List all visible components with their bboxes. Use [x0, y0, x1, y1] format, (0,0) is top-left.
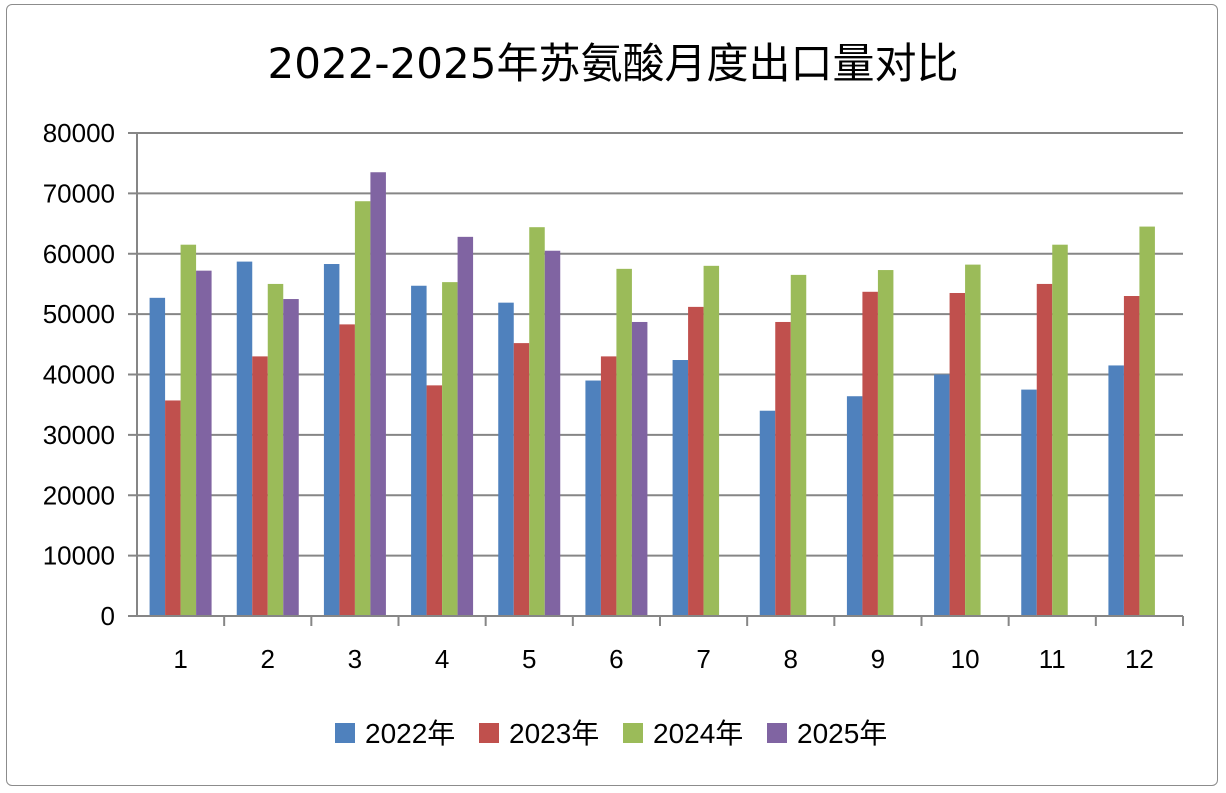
bar [457, 236, 474, 616]
bar [165, 400, 181, 616]
y-tick-label: 70000 [43, 178, 115, 208]
bar [759, 410, 776, 616]
bar [965, 264, 981, 616]
gridlines [137, 132, 1183, 557]
bar [1052, 244, 1068, 616]
chart-title: 2022-2025年苏氨酸月度出口量对比 [267, 39, 959, 88]
legend: 2022年 2023年 2024年 2025年 [335, 718, 887, 749]
y-tick-label: 30000 [43, 420, 115, 450]
legend-swatch [335, 723, 355, 743]
bar [862, 291, 878, 616]
bar [252, 356, 268, 616]
bar [149, 297, 166, 616]
bar [196, 270, 212, 616]
bar [529, 227, 545, 616]
bar [513, 343, 530, 616]
bar [180, 244, 197, 616]
x-tick-label: 10 [951, 644, 980, 674]
bar [370, 172, 386, 616]
legend-swatch [767, 723, 787, 743]
bar [703, 265, 720, 616]
bar [585, 380, 601, 616]
bars [149, 172, 1155, 617]
y-tick-label: 10000 [43, 541, 115, 571]
y-tick-label: 0 [101, 601, 115, 631]
x-tick-label: 3 [348, 644, 362, 674]
bar [631, 321, 648, 616]
bar [600, 356, 617, 616]
legend-label: 2023年 [509, 718, 599, 749]
legend-swatch [479, 723, 499, 743]
bar [236, 261, 253, 616]
x-tick-label: 2 [261, 644, 275, 674]
x-tick-label: 4 [435, 644, 449, 674]
bar [616, 268, 632, 616]
y-tick-label: 20000 [43, 480, 115, 510]
bar [775, 321, 791, 616]
y-tick-labels: 0 10000 20000 30000 40000 50000 60000 70000 8000… [43, 118, 115, 631]
bar [1021, 389, 1037, 616]
x-tick-label: 7 [696, 644, 710, 674]
bar [354, 201, 371, 616]
legend-label: 2024年 [653, 718, 743, 749]
x-tick-label: 1 [173, 644, 187, 674]
y-tick-label: 60000 [43, 239, 115, 269]
bar [688, 306, 704, 616]
bar [1036, 283, 1053, 616]
bar [498, 302, 514, 616]
bar [790, 274, 807, 616]
bar [411, 285, 427, 616]
bar [934, 374, 950, 616]
x-tick-label: 8 [784, 644, 798, 674]
bar [339, 324, 355, 616]
x-tick-label: 9 [871, 644, 885, 674]
axes [128, 132, 1184, 626]
bar [442, 282, 458, 616]
x-tick-labels: 1 2 3 4 5 6 7 8 9 10 11 12 [173, 644, 1154, 674]
bar [1123, 296, 1140, 616]
x-tick-label: 11 [1039, 644, 1066, 674]
bar [283, 299, 299, 616]
bar [544, 250, 561, 616]
legend-label: 2022年 [365, 718, 455, 749]
legend-label: 2025年 [797, 718, 887, 749]
y-tick-label: 80000 [43, 118, 115, 148]
x-tick-label: 12 [1125, 644, 1154, 674]
bar [1108, 365, 1124, 616]
x-tick-label: 6 [609, 644, 623, 674]
bar [846, 396, 863, 616]
bar [672, 360, 689, 616]
bar [877, 270, 894, 616]
legend-swatch [623, 723, 643, 743]
bar [323, 264, 340, 616]
bar [267, 283, 284, 616]
bar [426, 385, 443, 616]
y-tick-label: 40000 [43, 360, 115, 390]
bar [949, 292, 966, 616]
y-tick-label: 50000 [43, 299, 115, 329]
x-tick-label: 5 [522, 644, 536, 674]
bar [1139, 226, 1155, 617]
